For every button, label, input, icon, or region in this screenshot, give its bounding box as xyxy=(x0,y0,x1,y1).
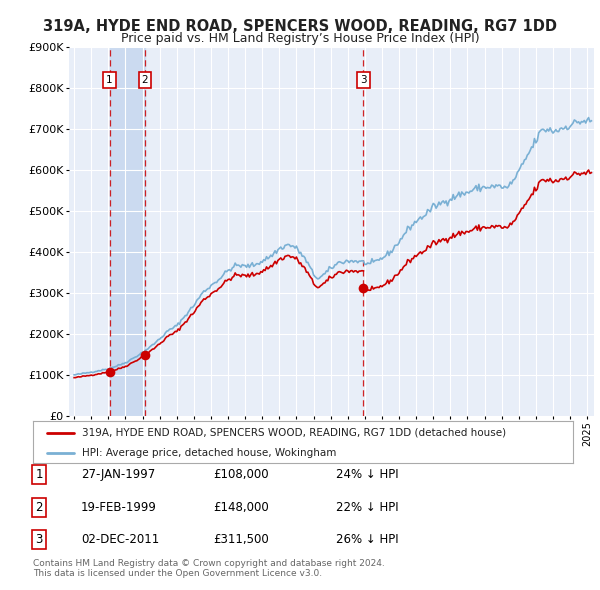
Text: 3: 3 xyxy=(360,75,367,85)
Text: Price paid vs. HM Land Registry’s House Price Index (HPI): Price paid vs. HM Land Registry’s House … xyxy=(121,32,479,45)
Text: £148,000: £148,000 xyxy=(213,501,269,514)
Text: 1: 1 xyxy=(106,75,113,85)
Text: £108,000: £108,000 xyxy=(213,468,269,481)
Text: 2: 2 xyxy=(142,75,148,85)
Text: 22% ↓ HPI: 22% ↓ HPI xyxy=(336,501,398,514)
Text: 319A, HYDE END ROAD, SPENCERS WOOD, READING, RG7 1DD (detached house): 319A, HYDE END ROAD, SPENCERS WOOD, READ… xyxy=(82,428,506,438)
Text: HPI: Average price, detached house, Wokingham: HPI: Average price, detached house, Woki… xyxy=(82,448,336,457)
Text: Contains HM Land Registry data © Crown copyright and database right 2024.: Contains HM Land Registry data © Crown c… xyxy=(33,559,385,568)
Text: 319A, HYDE END ROAD, SPENCERS WOOD, READING, RG7 1DD: 319A, HYDE END ROAD, SPENCERS WOOD, READ… xyxy=(43,19,557,34)
Text: 3: 3 xyxy=(35,533,43,546)
Bar xyxy=(110,47,145,416)
Text: 19-FEB-1999: 19-FEB-1999 xyxy=(81,501,157,514)
Text: 1: 1 xyxy=(35,468,43,481)
Text: 26% ↓ HPI: 26% ↓ HPI xyxy=(336,533,398,546)
Text: 24% ↓ HPI: 24% ↓ HPI xyxy=(336,468,398,481)
Text: This data is licensed under the Open Government Licence v3.0.: This data is licensed under the Open Gov… xyxy=(33,569,322,578)
Text: 02-DEC-2011: 02-DEC-2011 xyxy=(81,533,159,546)
Text: £311,500: £311,500 xyxy=(213,533,269,546)
Text: 2: 2 xyxy=(35,501,43,514)
Text: 27-JAN-1997: 27-JAN-1997 xyxy=(81,468,155,481)
